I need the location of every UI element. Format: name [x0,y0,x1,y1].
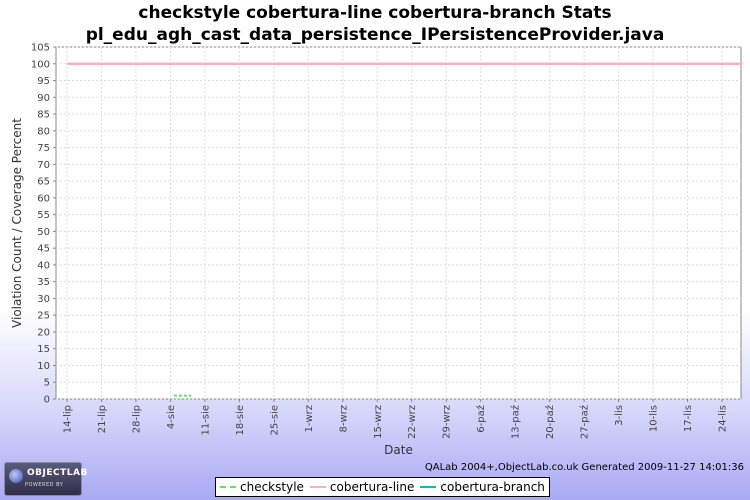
x-tick-label: 29-wrz [442,405,453,439]
y-tick-label: 30 [37,294,50,305]
y-tick-label: 15 [37,344,50,355]
y-tick-label: 85 [37,110,50,121]
y-tick-label: 50 [37,227,50,238]
x-tick-label: 18-sie [235,405,246,435]
y-tick-label: 45 [37,244,50,255]
y-tick-label: 70 [37,160,50,171]
x-tick-label: 1-wrz [304,405,315,433]
x-tick-label: 11-sie [200,405,211,435]
legend-item-checkstyle: checkstyle [220,480,304,494]
x-tick-label: 6-paź [475,405,487,433]
x-tick-label: 24-lis [718,405,729,432]
x-axis-label: Date [384,443,413,457]
series-lines [67,62,743,397]
x-tick-label: 22-wrz [407,405,418,439]
x-tick-label: 21-lip [97,405,108,433]
y-tick-label: 5 [44,378,50,389]
legend-item-cobertura-line: cobertura-line [309,480,415,494]
chart-title: checkstyle cobertura-line cobertura-bran… [0,2,750,46]
x-tick-label: 17-lis [683,405,694,432]
y-tick-label: 100 [31,59,50,70]
axes: 0 5 10 15 20 25 30 35 40 45 50 55 60 65 70 75 80 85 90 95 10… [31,43,729,440]
objectlab-logo-mark [9,469,23,483]
y-tick-label: 10 [37,361,50,372]
legend: checkstyle cobertura-line cobertura-branch [215,477,550,497]
x-tick-label: 27-paź [579,405,591,439]
x-tick-label: 15-wrz [373,405,384,439]
y-tick-label: 60 [37,193,50,204]
chart-title-line-1: checkstyle cobertura-line cobertura-bran… [138,3,612,23]
x-tick-label: 4-sie [166,405,177,429]
legend-swatch [309,486,326,488]
x-tick-label: 13-paź [510,405,522,439]
y-tick-label: 20 [37,327,50,338]
objectlab-logo-text: OBJECTLAB [27,468,88,478]
y-tick-label: 40 [37,260,50,271]
y-tick-label: 105 [31,43,50,54]
x-tick-label: 8-wrz [338,405,349,433]
y-tick-label: 0 [44,395,50,406]
legend-swatch [220,486,236,488]
y-tick-label: 90 [37,93,50,104]
x-tick-label: 20-paź [544,405,556,439]
y-tick-label: 80 [37,126,50,137]
y-tick-label: 25 [37,311,50,322]
x-tick-label: 28-lip [131,405,142,433]
generated-note: QALab 2004+,ObjectLab.co.uk Generated 20… [424,462,744,473]
y-axis-label: Violation Count / Coverage Percent [10,118,24,328]
x-tick-label: 14-lip [63,405,74,433]
legend-label: cobertura-branch [440,480,545,494]
y-tick-label: 35 [37,277,50,288]
y-tick-label: 75 [37,143,50,154]
plot-area [55,46,742,400]
objectlab-logo-tagline: POWERED BY [25,482,64,488]
legend-label: checkstyle [240,480,304,494]
x-tick-label: 3-lis [614,405,625,426]
x-tick-label: 25-sie [269,405,280,435]
legend-label: cobertura-line [329,480,415,494]
y-tick-label: 65 [37,177,50,188]
x-tick-label: 10-lis [649,405,660,432]
legend-item-cobertura-branch: cobertura-branch [420,480,545,494]
objectlab-logo: OBJECTLAB POWERED BY [4,462,87,496]
grid-lines [56,46,741,400]
chart-title-line-2: pl_edu_agh_cast_data_persistence_IPersis… [85,25,665,45]
legend-swatch [420,486,437,488]
y-tick-label: 95 [37,76,50,87]
y-tick-label: 55 [37,210,50,221]
